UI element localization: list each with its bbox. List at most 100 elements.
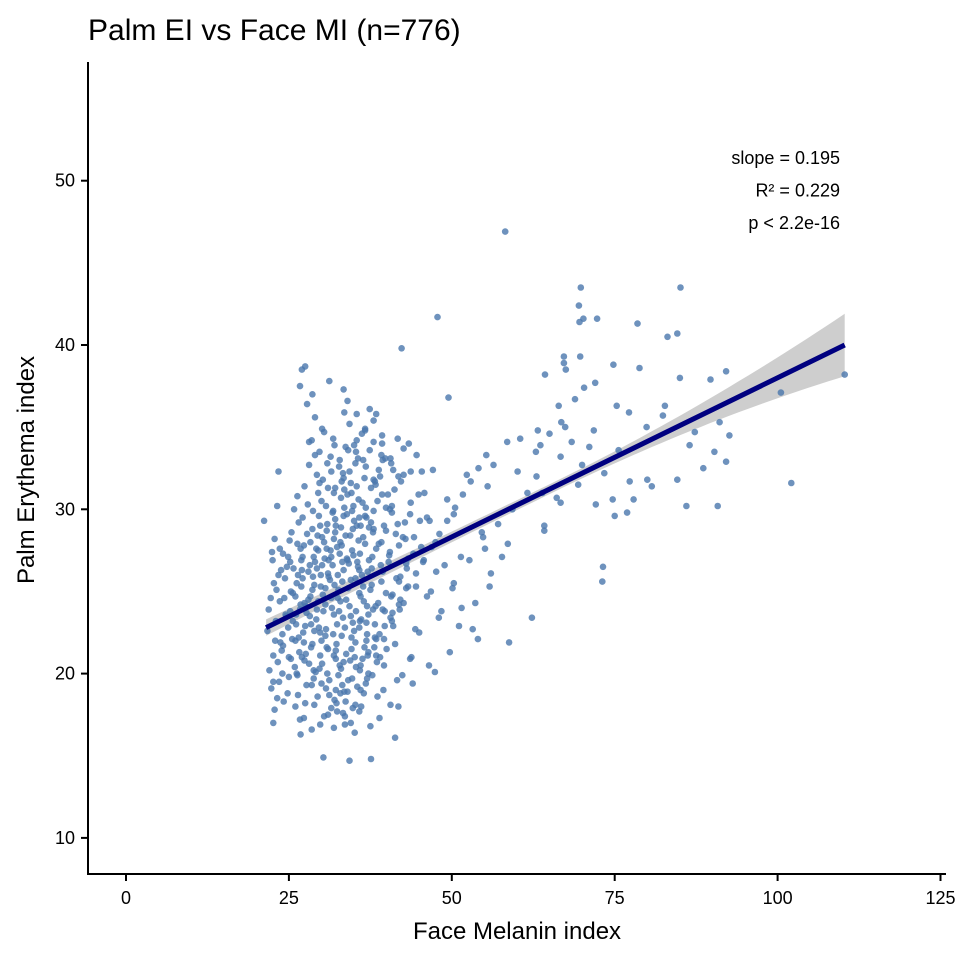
- data-point: [380, 635, 388, 643]
- data-point: [466, 556, 473, 564]
- data-point: [363, 637, 370, 644]
- data-point: [490, 461, 497, 469]
- data-point: [300, 714, 308, 722]
- data-point: [348, 489, 355, 497]
- data-point: [367, 484, 375, 492]
- chart-title: Palm EI vs Face MI (n=776): [88, 14, 461, 47]
- data-point: [361, 474, 368, 482]
- data-point: [356, 514, 363, 521]
- data-point: [340, 658, 347, 666]
- data-point: [484, 483, 491, 490]
- data-point: [292, 703, 299, 710]
- data-point: [683, 502, 690, 510]
- data-point: [378, 440, 386, 447]
- data-point: [356, 589, 363, 597]
- data-point: [326, 676, 333, 684]
- data-point: [346, 532, 354, 539]
- data-point: [269, 556, 276, 564]
- data-point: [307, 621, 315, 628]
- data-point: [395, 542, 403, 549]
- data-point: [707, 376, 714, 383]
- data-point: [270, 719, 277, 727]
- data-point: [373, 658, 381, 666]
- data-point: [363, 619, 370, 626]
- data-point: [382, 527, 390, 534]
- data-point: [601, 469, 608, 477]
- data-point: [322, 601, 329, 608]
- data-point: [333, 699, 340, 707]
- data-point: [330, 724, 338, 732]
- x-tick-label: 75: [605, 888, 625, 908]
- data-point: [329, 561, 336, 569]
- data-point: [309, 525, 316, 533]
- data-point: [395, 601, 403, 608]
- data-point: [634, 320, 641, 327]
- data-point: [385, 558, 392, 566]
- data-point: [363, 602, 371, 610]
- data-point: [337, 494, 345, 502]
- data-point: [342, 532, 349, 539]
- data-point: [367, 586, 374, 594]
- data-point: [370, 438, 377, 446]
- data-point: [372, 545, 380, 552]
- data-point: [674, 476, 681, 484]
- data-point: [309, 507, 317, 515]
- data-point: [574, 481, 582, 489]
- data-point: [309, 391, 316, 398]
- data-point: [275, 571, 282, 579]
- data-point: [356, 708, 363, 715]
- data-point: [327, 547, 334, 554]
- data-point: [714, 502, 721, 510]
- data-point: [320, 607, 327, 615]
- data-point: [610, 361, 617, 369]
- data-point: [434, 313, 441, 321]
- data-point: [313, 471, 321, 479]
- data-point: [332, 522, 340, 529]
- data-point: [339, 469, 347, 477]
- data-point: [367, 755, 375, 763]
- data-point: [349, 619, 357, 626]
- data-point: [391, 640, 399, 648]
- data-point: [387, 701, 394, 709]
- data-point: [340, 512, 347, 520]
- data-point: [334, 571, 342, 579]
- data-point: [298, 566, 306, 574]
- data-point: [338, 632, 346, 640]
- data-point: [273, 502, 281, 510]
- data-point: [295, 634, 303, 641]
- data-point: [350, 441, 358, 449]
- data-point: [418, 468, 426, 475]
- data-point: [409, 680, 417, 687]
- data-point: [348, 645, 355, 653]
- data-point: [359, 583, 367, 590]
- data-point: [316, 629, 324, 636]
- data-point: [303, 530, 311, 538]
- data-point: [348, 507, 356, 515]
- data-point: [421, 489, 428, 497]
- data-point: [303, 400, 311, 408]
- data-point: [335, 463, 343, 470]
- data-point: [306, 561, 314, 569]
- y-axis-title: Palm Erythema index: [13, 356, 40, 584]
- data-point: [328, 468, 335, 475]
- data-point: [623, 509, 631, 516]
- data-point: [438, 607, 445, 615]
- data-point: [557, 499, 564, 507]
- data-point: [486, 583, 493, 590]
- data-point: [412, 583, 420, 590]
- data-point: [283, 563, 291, 571]
- data-point: [298, 583, 305, 590]
- data-point: [362, 680, 370, 687]
- data-point: [266, 667, 273, 674]
- data-point: [311, 627, 318, 635]
- data-point: [389, 466, 397, 474]
- x-tick-label: 25: [279, 888, 299, 908]
- data-point: [326, 691, 333, 699]
- data-point: [575, 302, 583, 309]
- data-point: [314, 489, 322, 497]
- data-point: [533, 473, 540, 480]
- data-point: [331, 581, 338, 589]
- data-point: [503, 438, 511, 446]
- data-point: [387, 455, 394, 462]
- data-point: [383, 645, 390, 653]
